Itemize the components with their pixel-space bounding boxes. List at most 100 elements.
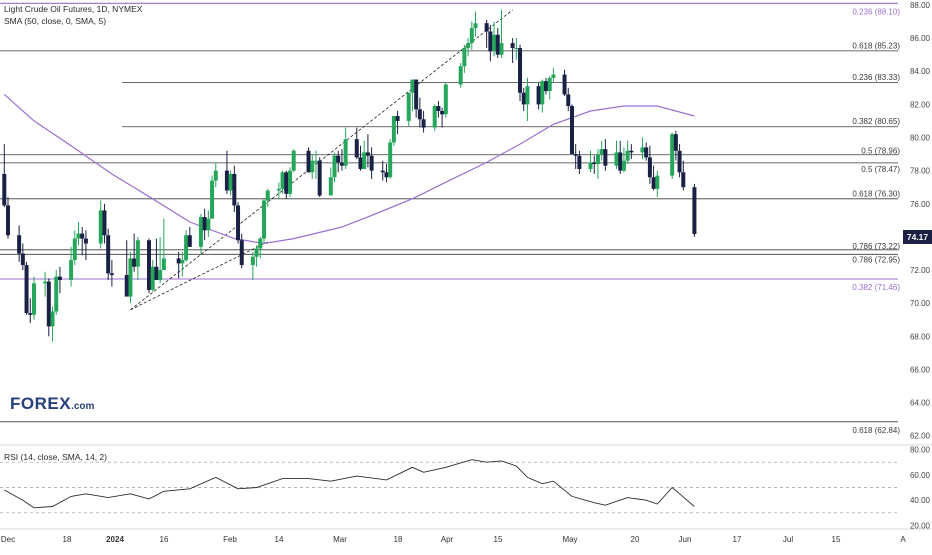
candle xyxy=(72,230,77,266)
candle xyxy=(98,200,103,249)
candle xyxy=(599,140,604,161)
candle-body xyxy=(551,74,556,78)
fib-level-label: 0.786 (72.95) xyxy=(852,255,900,264)
candle-body xyxy=(150,266,155,290)
candle xyxy=(213,162,218,188)
candle xyxy=(499,9,504,58)
candle xyxy=(291,149,296,173)
candle xyxy=(406,92,411,126)
rsi-indicator-label: RSI (14, close, SMA, 14, 2) xyxy=(4,452,107,462)
candle xyxy=(380,160,385,181)
candle xyxy=(232,165,237,213)
candle-body xyxy=(625,150,630,161)
candle xyxy=(276,182,281,199)
candle-body xyxy=(72,238,77,261)
time-tick-label: 15 xyxy=(832,535,841,544)
grid-layer xyxy=(0,444,932,530)
candle-body xyxy=(466,43,471,49)
candle xyxy=(76,222,81,246)
time-tick-label: Feb xyxy=(223,535,237,544)
candle xyxy=(280,170,285,194)
candle-body xyxy=(109,273,114,276)
candle-body xyxy=(484,23,489,32)
candle xyxy=(473,11,478,37)
candle xyxy=(202,208,207,241)
candle-body xyxy=(536,86,541,105)
candle-body xyxy=(339,162,344,166)
candle xyxy=(328,167,333,196)
candle xyxy=(313,150,318,179)
fib-level-label: 0.236 (83.33) xyxy=(852,73,900,82)
candle-body xyxy=(566,94,571,107)
candle xyxy=(510,38,515,63)
candle-body xyxy=(492,34,497,52)
candle-body xyxy=(562,74,567,95)
candle xyxy=(332,152,337,183)
candle-body xyxy=(132,258,137,267)
candle xyxy=(410,79,415,111)
fib-level-label: 0.786 (73.22) xyxy=(852,242,900,251)
fib-level-label: 0.382 (71.46) xyxy=(852,283,900,292)
candle-body xyxy=(647,157,652,178)
candle xyxy=(536,82,541,110)
candle-body xyxy=(306,150,311,173)
candle xyxy=(369,147,374,179)
candle-body xyxy=(135,240,140,267)
candle-body xyxy=(573,154,578,156)
candle xyxy=(54,270,59,315)
candle-body xyxy=(488,31,493,52)
candle xyxy=(462,44,467,73)
price-tick-label: 66.00 xyxy=(910,365,931,374)
candle xyxy=(83,230,88,261)
candle xyxy=(31,276,36,320)
candle-body xyxy=(210,180,215,219)
candles-layer xyxy=(2,9,697,342)
candle xyxy=(2,144,7,208)
fib-level-label: 0.618 (76.30) xyxy=(852,189,900,198)
candle xyxy=(640,137,645,160)
candle xyxy=(588,150,593,173)
candle-body xyxy=(569,106,574,155)
candle-body xyxy=(670,134,675,176)
fib-level-label: 0.236 (88.10) xyxy=(852,7,900,16)
candle-body xyxy=(673,134,678,151)
candle xyxy=(135,236,140,280)
candle-body xyxy=(310,160,315,173)
candle xyxy=(180,251,185,277)
candle-body xyxy=(28,313,33,315)
price-tick-label: 80.00 xyxy=(910,134,931,143)
fib-level-label: 0.5 (78.47) xyxy=(861,165,900,174)
candle-body xyxy=(414,79,419,110)
candle-body xyxy=(184,235,189,261)
candle-body xyxy=(510,43,515,49)
candle-body xyxy=(57,276,62,280)
time-tick-label: Dec xyxy=(1,535,15,544)
candle-body xyxy=(592,162,597,165)
time-tick-label: 14 xyxy=(275,535,284,544)
candle-body xyxy=(577,155,582,169)
candle xyxy=(551,67,556,83)
candle xyxy=(544,77,549,95)
candle xyxy=(50,306,55,342)
candle-body xyxy=(618,152,623,171)
candle-body xyxy=(154,266,159,280)
candle-body xyxy=(621,160,626,171)
candle xyxy=(206,210,211,237)
candle xyxy=(566,87,571,111)
candle xyxy=(80,226,85,256)
candle xyxy=(421,111,426,133)
time-tick-label: Jul xyxy=(783,535,793,544)
time-tick-label: 18 xyxy=(63,535,72,544)
candle xyxy=(514,38,519,60)
candle xyxy=(647,145,652,184)
logo-main-text: FOREX xyxy=(10,394,72,413)
candle xyxy=(677,144,682,178)
candle-body xyxy=(599,149,604,155)
time-tick-label: Mar xyxy=(333,535,347,544)
candle xyxy=(384,164,389,183)
price-tick-label: 88.00 xyxy=(910,1,931,10)
candle xyxy=(224,150,229,194)
candle-body xyxy=(224,170,229,191)
candle xyxy=(339,149,344,171)
